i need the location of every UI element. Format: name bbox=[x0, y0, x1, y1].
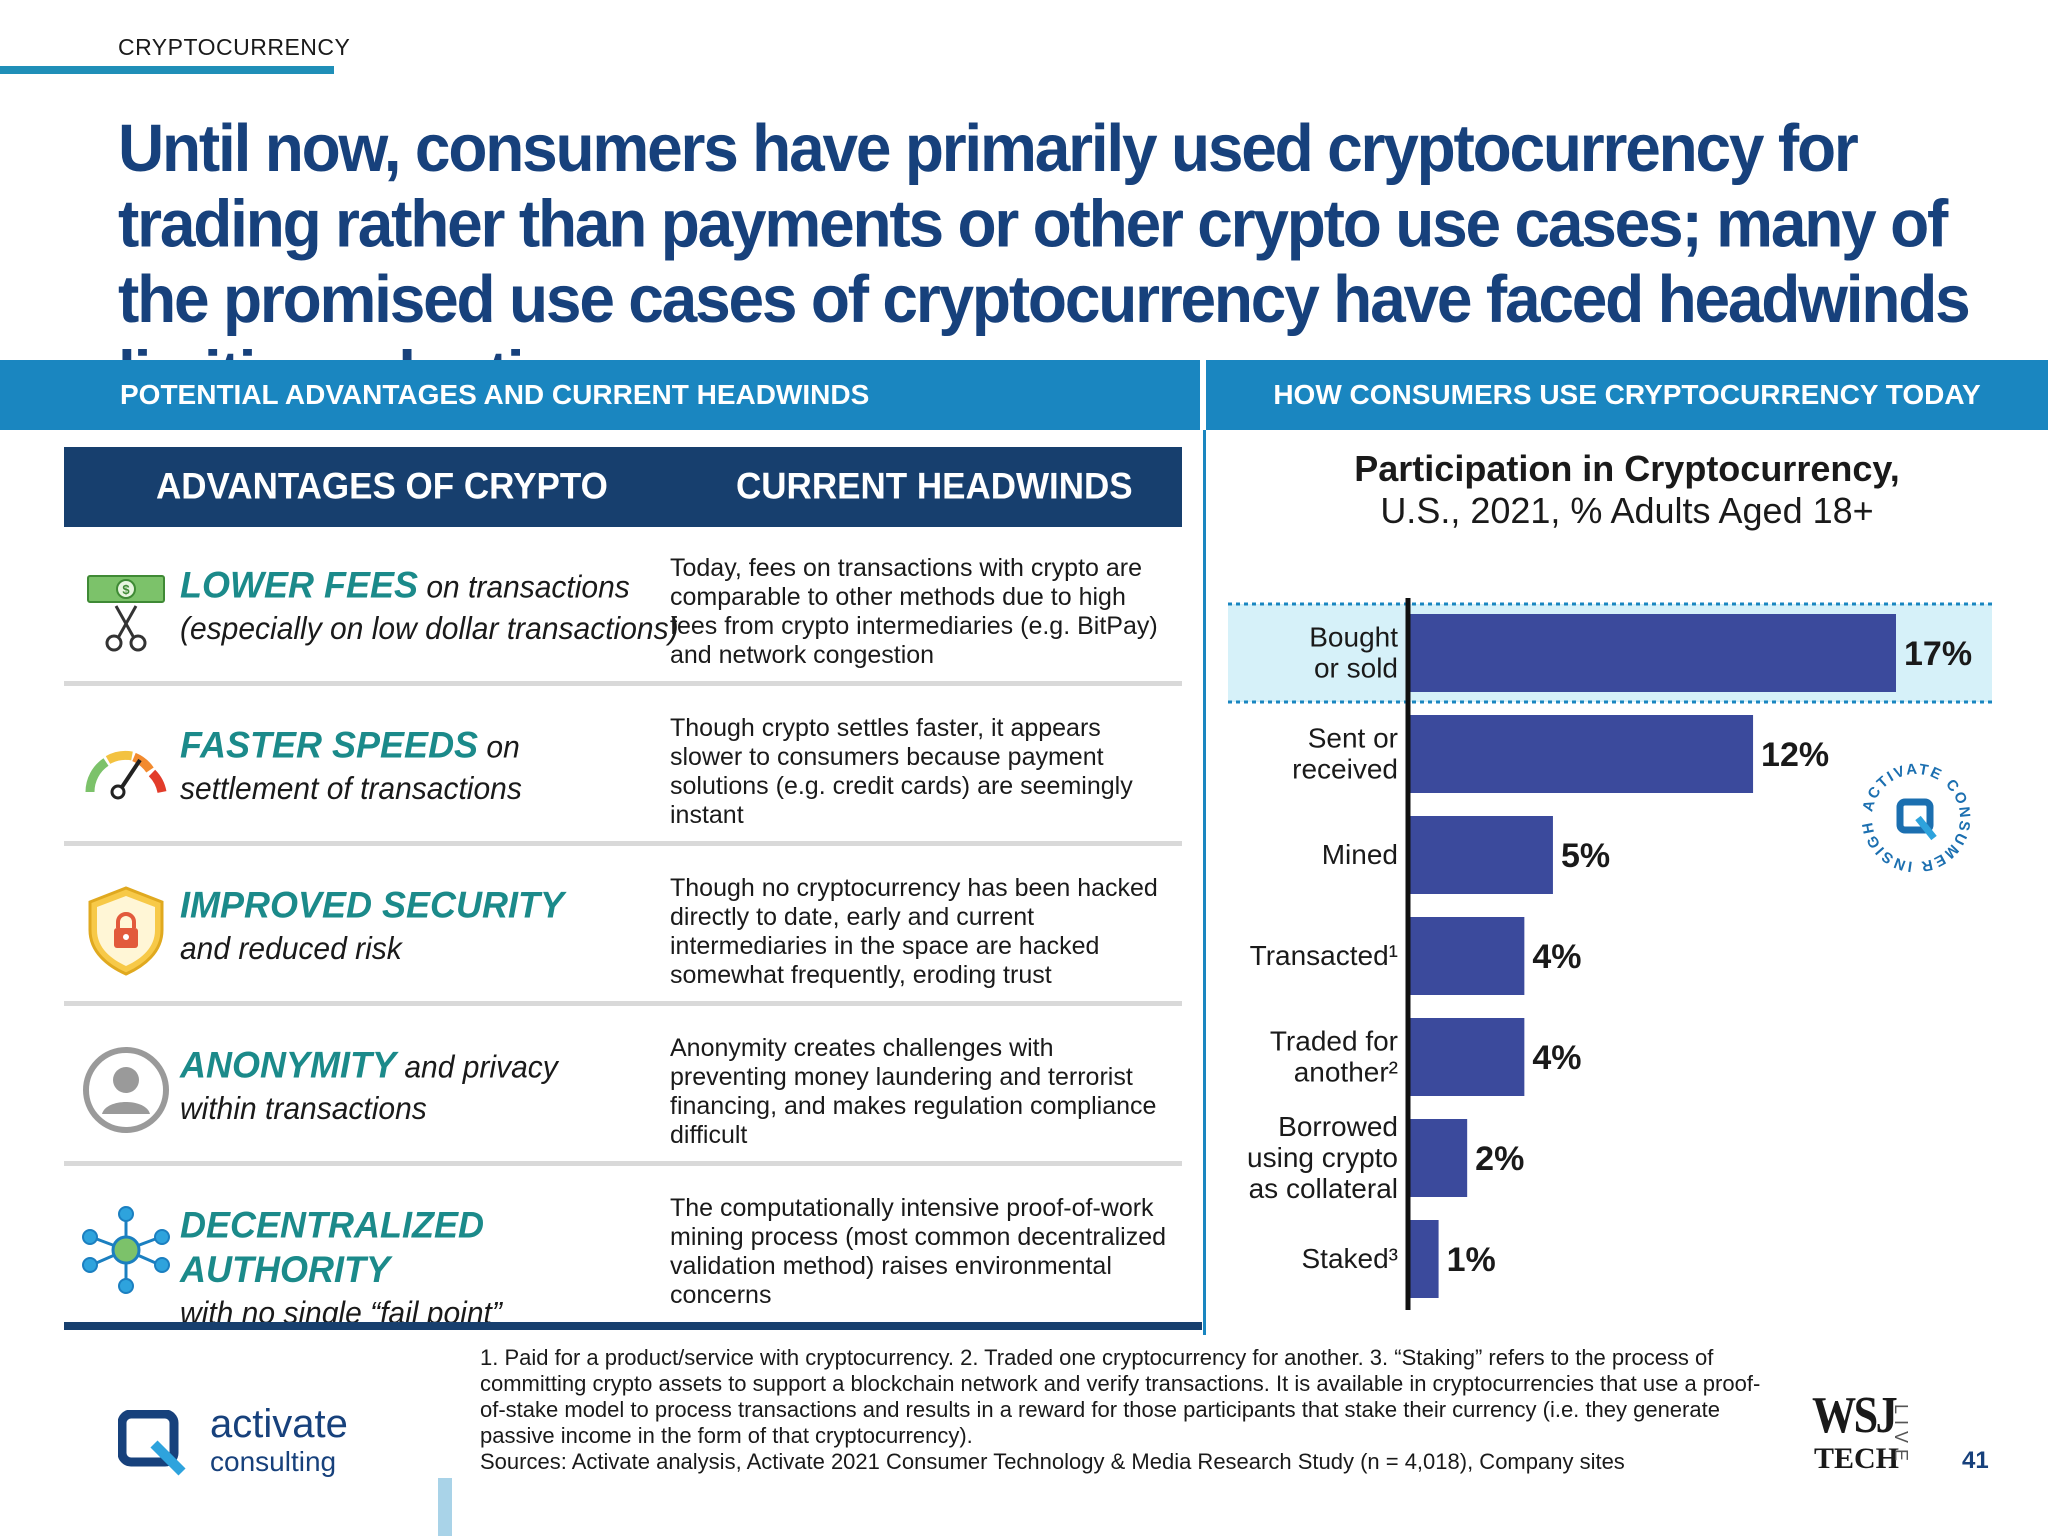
wsj-tech-live-logo: WSJ TECH LIVE bbox=[1808, 1386, 1928, 1486]
header-headwinds: CURRENT HEADWINDS bbox=[736, 466, 1133, 507]
wsj-bottom-text: TECH bbox=[1814, 1442, 1900, 1475]
svg-text:ACTIVATE CONSUMER INSIGHT: ACTIVATE CONSUMER INSIGHT bbox=[1856, 758, 1973, 875]
chart-subtitle: U.S., 2021, % Adults Aged 18+ bbox=[1380, 490, 1874, 531]
bottom-accent-bar bbox=[438, 1478, 452, 1536]
column-divider bbox=[1203, 430, 1206, 1335]
logo-line2: consulting bbox=[210, 1446, 337, 1477]
table-row: $ LOWER FEES on transactions (especially… bbox=[64, 530, 1182, 690]
bar bbox=[1410, 917, 1525, 995]
value-label: 17% bbox=[1904, 635, 1972, 673]
activate-consulting-logo: activate consulting bbox=[118, 1400, 418, 1480]
wsj-top-text: WSJ bbox=[1812, 1387, 1898, 1444]
value-label: 4% bbox=[1532, 938, 1581, 976]
right-section-title: HOW CONSUMERS USE CRYPTOCURRENCY TODAY bbox=[1273, 379, 1981, 410]
shield-lock-icon bbox=[88, 886, 164, 976]
page-number: 41 bbox=[1962, 1447, 1989, 1474]
value-label: 2% bbox=[1475, 1140, 1524, 1178]
category-label: Bought or sold bbox=[1309, 622, 1398, 684]
table-row: IMPROVED SECURITY and reduced risk Thoug… bbox=[64, 850, 1182, 1010]
headwind-text: Though no cryptocurrency has been hacked… bbox=[670, 874, 1158, 989]
table-bottom-rule bbox=[64, 1322, 1202, 1330]
seal-text: ACTIVATE CONSUMER INSIGHT bbox=[1856, 758, 1971, 875]
value-label: 4% bbox=[1532, 1039, 1581, 1077]
value-label: 12% bbox=[1761, 736, 1829, 774]
bar bbox=[1410, 1119, 1468, 1197]
row-separator bbox=[64, 1161, 1182, 1166]
left-section-title: POTENTIAL ADVANTAGES AND CURRENT HEADWIN… bbox=[120, 379, 870, 410]
table-row: ANONYMITY and privacy within transaction… bbox=[64, 1010, 1182, 1170]
activate-seal-icon: ACTIVATE CONSUMER INSIGHT bbox=[1856, 758, 1973, 875]
bar bbox=[1410, 715, 1754, 793]
category-label: Staked³ bbox=[1302, 1243, 1399, 1274]
bar bbox=[1410, 816, 1553, 894]
page-title: Until now, consumers have primarily used… bbox=[118, 110, 1971, 412]
header-advantages: ADVANTAGES OF CRYPTO bbox=[156, 466, 608, 507]
category-label: Mined bbox=[1322, 839, 1398, 870]
table-header: ADVANTAGES OF CRYPTO CURRENT HEADWINDS bbox=[64, 447, 1182, 527]
advantage-text: DECENTRALIZED AUTHORITY with no single “… bbox=[180, 1202, 502, 1331]
advantage-text: FASTER SPEEDS on settlement of transacti… bbox=[180, 722, 522, 807]
chart-title: Participation in Cryptocurrency, U.S., 2… bbox=[1206, 448, 2048, 532]
bar bbox=[1410, 614, 1896, 692]
table-row: DECENTRALIZED AUTHORITY with no single “… bbox=[64, 1170, 1182, 1331]
advantage-text: LOWER FEES on transactions (especially o… bbox=[180, 562, 679, 647]
activate-logo-mark-icon bbox=[118, 1410, 186, 1476]
headwind-text: Anonymity creates challenges with preven… bbox=[670, 1034, 1157, 1149]
logo-line1: activate bbox=[210, 1402, 348, 1446]
row-separator bbox=[64, 681, 1182, 686]
table-row: FASTER SPEEDS on settlement of transacti… bbox=[64, 690, 1182, 850]
money-scissors-icon: $ bbox=[87, 575, 165, 652]
headwind-text: The computationally intensive proof-of-w… bbox=[670, 1194, 1167, 1309]
advantage-text: IMPROVED SECURITY and reduced risk bbox=[180, 882, 565, 967]
value-label: 5% bbox=[1561, 837, 1610, 875]
chart-title-main: Participation in Cryptocurrency, bbox=[1354, 448, 1900, 489]
headwind-text: Today, fees on transactions with crypto … bbox=[670, 554, 1158, 669]
wsj-side-text: LIVE bbox=[1891, 1404, 1911, 1468]
category-label: Borrowed using crypto as collateral bbox=[1247, 1111, 1398, 1204]
participation-bar-chart: 17% Bought or sold 12% Sent or received 5% Mine… bbox=[1228, 598, 1992, 1310]
footnotes: 1. Paid for a product/service with crypt… bbox=[480, 1345, 1770, 1475]
right-section-band: HOW CONSUMERS USE CRYPTOCURRENCY TODAY bbox=[1206, 360, 2048, 430]
bar bbox=[1410, 1018, 1525, 1096]
value-label: 1% bbox=[1447, 1241, 1496, 1279]
footnote-sources: Sources: Activate analysis, Activate 202… bbox=[480, 1449, 1625, 1474]
row-separator bbox=[64, 841, 1182, 846]
row-separator bbox=[64, 1001, 1182, 1006]
advantage-text: ANONYMITY and privacy within transaction… bbox=[180, 1042, 558, 1127]
category-label: Transacted¹ bbox=[1250, 940, 1398, 971]
headwind-text: Though crypto settles faster, it appears… bbox=[670, 714, 1133, 829]
footnote-definitions: 1. Paid for a product/service with crypt… bbox=[480, 1345, 1761, 1448]
category-label: Traded for another² bbox=[1270, 1026, 1398, 1088]
bar bbox=[1410, 1220, 1439, 1298]
section-tag-underline bbox=[0, 66, 334, 74]
category-label: Sent or received bbox=[1292, 723, 1398, 785]
anonymous-user-icon bbox=[83, 1047, 169, 1133]
svg-text:$: $ bbox=[122, 582, 130, 597]
network-nodes-icon bbox=[82, 1206, 170, 1294]
left-section-band: POTENTIAL ADVANTAGES AND CURRENT HEADWIN… bbox=[0, 360, 1200, 430]
section-tag: CRYPTOCURRENCY bbox=[118, 34, 351, 60]
speedometer-icon bbox=[85, 750, 167, 800]
